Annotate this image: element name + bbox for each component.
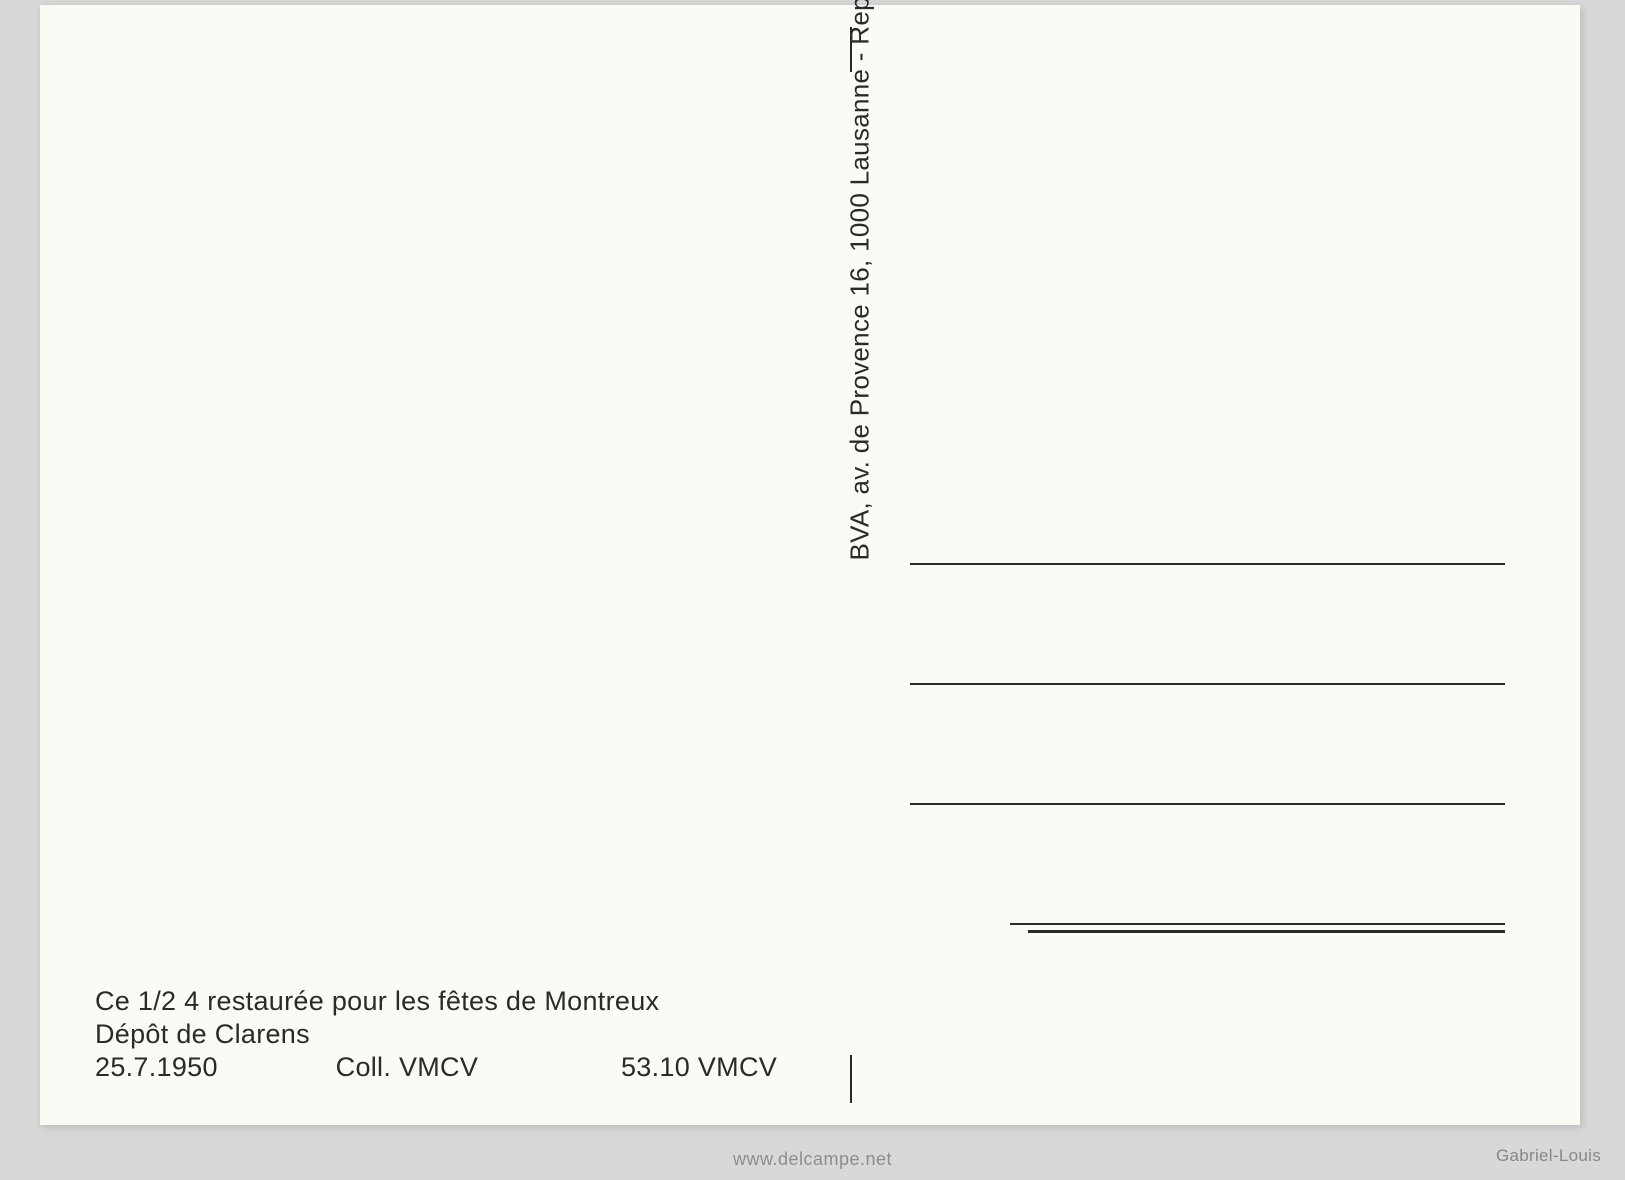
caption-title: Ce 1/2 4 restaurée pour les fêtes de Mon… [95, 986, 777, 1017]
postcard-back: BVA, av. de Provence 16, 1000 Lausanne -… [40, 5, 1580, 1125]
address-line-4-double [1028, 930, 1505, 933]
caption-ref: 53.10 VMCV [621, 1052, 777, 1083]
watermark-site: www.delcampe.net [733, 1149, 892, 1170]
publisher-text: BVA, av. de Provence 16, 1000 Lausanne -… [845, 0, 875, 561]
caption-block: Ce 1/2 4 restaurée pour les fêtes de Mon… [95, 986, 777, 1083]
caption-date: 25.7.1950 [95, 1052, 218, 1083]
caption-collection: Coll. VMCV [336, 1052, 479, 1083]
watermark-user: Gabriel-Louis [1496, 1146, 1601, 1166]
publisher-credit: BVA, av. de Provence 16, 1000 Lausanne -… [845, 0, 876, 561]
caption-depot: Dépôt de Clarens [95, 1019, 777, 1050]
address-area [910, 563, 1505, 925]
caption-meta: 25.7.1950 Coll. VMCV 53.10 VMCV [95, 1052, 777, 1083]
address-line-2 [910, 683, 1505, 685]
address-line-3 [910, 803, 1505, 805]
divider-tick-bottom [850, 1055, 852, 1103]
address-line-1 [910, 563, 1505, 565]
address-line-4 [1010, 923, 1505, 925]
